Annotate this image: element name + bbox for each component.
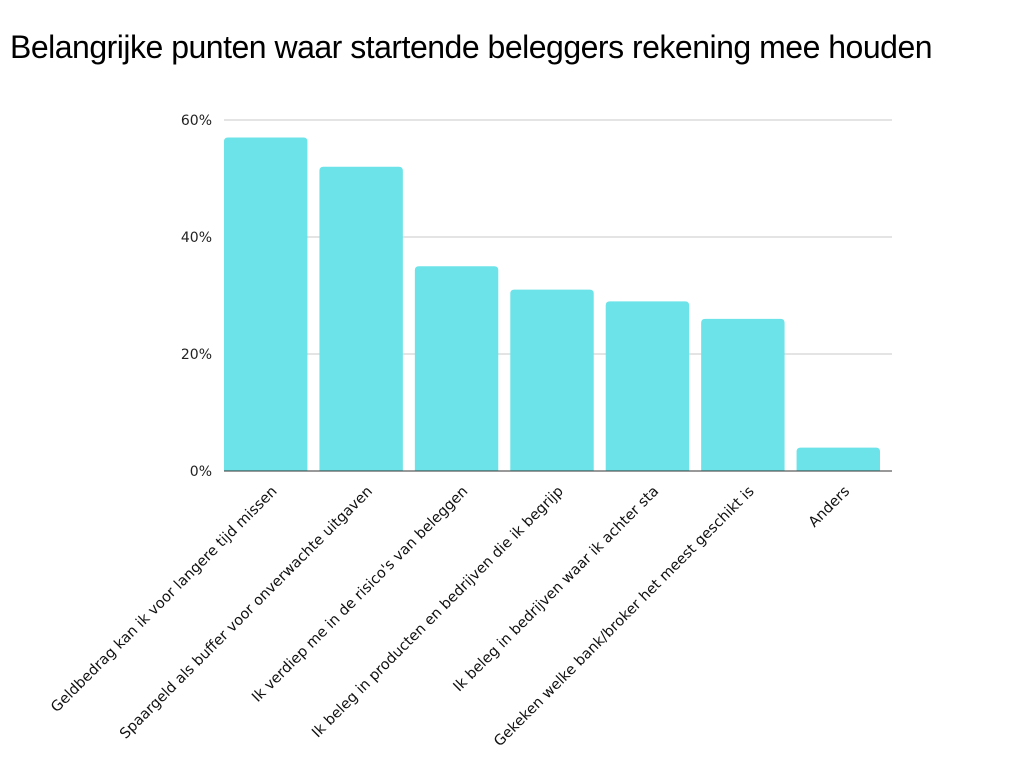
bar [701,318,785,471]
x-category-label: Ik verdiep me in de risico's van belegge… [249,484,471,706]
y-axis-tick-labels: 0% 20% 40% 60% [181,113,212,480]
chart-title: Belangrijke punten waar startende belegg… [10,29,933,65]
bar [796,447,880,471]
x-category-label: Ik beleg in bedrijven waar ik achter sta [451,484,663,696]
bar [510,289,594,471]
x-axis-category-labels: Geldbedrag kan ik voor langere tijd miss… [48,484,853,750]
bars [224,137,880,472]
y-tick-label: 60% [181,113,212,129]
bar [319,166,403,472]
x-category-label: Anders [806,484,853,531]
y-tick-label: 40% [181,230,212,246]
bar [605,301,690,471]
bar [414,266,499,471]
y-tick-label: 0% [190,464,212,480]
bar [224,137,308,472]
x-category-label: Geldbedrag kan ik voor langere tijd miss… [48,484,280,716]
y-tick-label: 20% [181,347,212,363]
